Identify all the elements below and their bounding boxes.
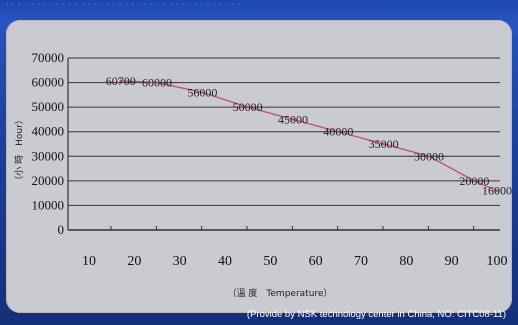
series-layer bbox=[119, 79, 499, 192]
label-layer: 60700 60000 56000 50000 45000 40000 35000 30000… bbox=[106, 74, 512, 198]
x-tick-label: 100 bbox=[487, 254, 508, 269]
x-axis-label: （溫 度 Temperature） bbox=[228, 287, 333, 299]
x-tick-label: 70 bbox=[354, 254, 368, 269]
x-tick-label: 50 bbox=[263, 254, 277, 269]
data-label: 60700 bbox=[106, 74, 136, 88]
axis-layer: 0 10000 20000 30000 40000 50000 60000 70000 10 20… bbox=[32, 50, 508, 269]
data-point bbox=[495, 189, 499, 192]
data-point bbox=[201, 91, 204, 94]
x-tick-label: 10 bbox=[82, 254, 96, 269]
data-label: 20000 bbox=[459, 174, 489, 188]
y-tick-label: 0 bbox=[58, 222, 65, 237]
y-tick-label: 20000 bbox=[32, 173, 65, 188]
x-tick-label: 60 bbox=[309, 254, 323, 269]
data-point bbox=[291, 118, 295, 121]
series-line bbox=[120, 80, 498, 192]
x-tick-label: 90 bbox=[445, 254, 459, 269]
data-point bbox=[155, 81, 159, 84]
y-tick-label: 50000 bbox=[32, 99, 65, 114]
data-label: 30000 bbox=[414, 149, 444, 163]
y-axis-label: （小 時 Hour） bbox=[14, 115, 25, 185]
top-strip-text: · · · · · · · · · · · · · · · · · · · · … bbox=[6, 1, 242, 8]
data-point bbox=[337, 130, 340, 134]
y-tick-label: 30000 bbox=[32, 148, 65, 163]
x-tick-label: 30 bbox=[173, 254, 187, 269]
y-tick-label: 10000 bbox=[32, 197, 65, 212]
x-tick-label: 40 bbox=[218, 254, 232, 269]
data-label: 45000 bbox=[278, 112, 308, 126]
grid-layer bbox=[68, 57, 500, 231]
x-tick-label: 80 bbox=[399, 254, 413, 269]
data-label: 50000 bbox=[233, 100, 263, 114]
data-label: 40000 bbox=[323, 125, 353, 139]
x-tick-label: 20 bbox=[127, 254, 141, 269]
top-strip: · · · · · · · · · · · · · · · · · · · · … bbox=[0, 0, 518, 20]
data-point bbox=[382, 142, 385, 146]
data-point bbox=[119, 79, 123, 83]
data-label: 60000 bbox=[142, 76, 172, 90]
data-point bbox=[246, 105, 249, 109]
data-label: 56000 bbox=[187, 85, 217, 99]
y-tick-label: 60000 bbox=[32, 75, 65, 90]
y-tick-label: 40000 bbox=[32, 124, 65, 139]
data-point bbox=[473, 179, 476, 183]
chart-panel bbox=[6, 20, 512, 313]
source-credit: (Provide by NSK technology center in Chi… bbox=[246, 309, 506, 320]
y-tick-label: 70000 bbox=[32, 50, 65, 65]
data-point bbox=[427, 154, 431, 158]
data-label: 16000 bbox=[482, 184, 512, 198]
data-label: 35000 bbox=[369, 137, 399, 151]
